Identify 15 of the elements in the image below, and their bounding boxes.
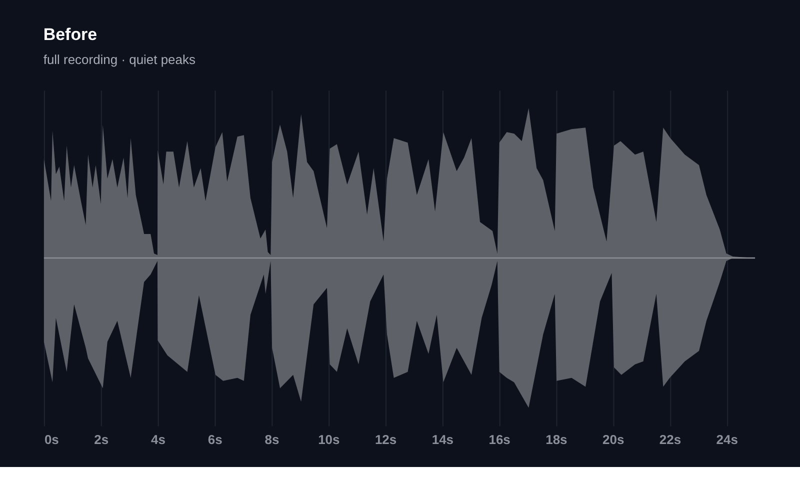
x-tick-label: 16s [488, 432, 510, 448]
x-tick-label: 12s [374, 432, 397, 448]
x-tick-label: 14s [432, 432, 454, 448]
x-tick-label: 18s [546, 432, 568, 448]
x-tick-label: 2s [94, 432, 109, 448]
x-tick-label: 0s [44, 432, 59, 448]
x-tick-label: 6s [208, 432, 222, 448]
chart-title: Before [43, 25, 98, 44]
x-tick-label: 10s [318, 432, 340, 448]
x-tick-label: 24s [716, 432, 738, 448]
x-tick-label: 8s [264, 432, 280, 448]
x-tick-label: 22s [659, 432, 682, 448]
chart-subtitle: full recording · quiet peaks [43, 52, 196, 68]
x-tick-label: 20s [602, 432, 624, 448]
x-tick-label: 4s [151, 432, 166, 448]
